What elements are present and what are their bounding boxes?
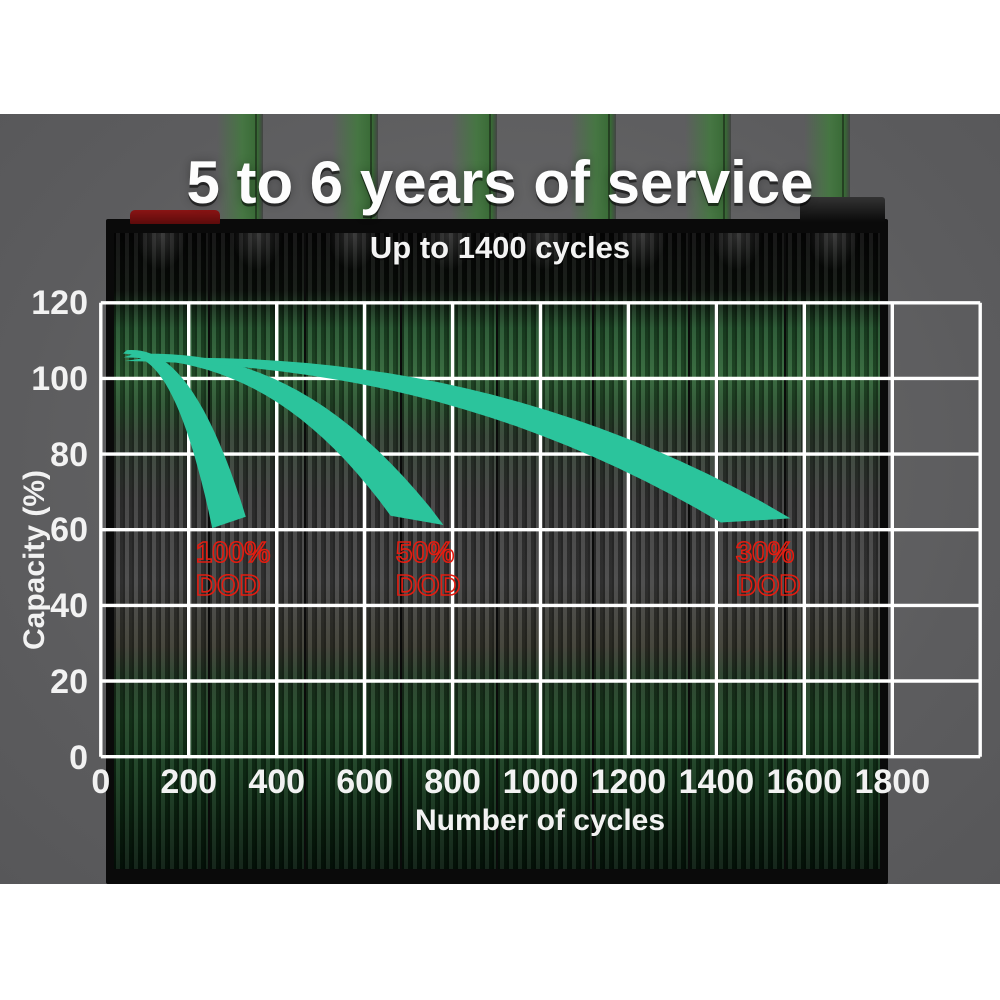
svg-text:400: 400: [248, 763, 305, 801]
svg-text:1400: 1400: [679, 763, 755, 801]
svg-text:100: 100: [31, 360, 88, 398]
svg-text:1000: 1000: [503, 763, 579, 801]
svg-text:60: 60: [50, 511, 88, 549]
svg-text:0: 0: [69, 739, 88, 777]
svg-text:800: 800: [424, 763, 481, 801]
svg-text:DOD: DOD: [736, 570, 800, 602]
svg-text:1800: 1800: [854, 763, 930, 801]
svg-text:80: 80: [50, 436, 88, 474]
svg-text:100%: 100%: [196, 537, 270, 569]
svg-text:1600: 1600: [766, 763, 842, 801]
svg-text:120: 120: [31, 284, 88, 322]
svg-text:DOD: DOD: [196, 570, 260, 602]
svg-text:0: 0: [91, 763, 110, 801]
svg-text:50%: 50%: [396, 537, 454, 569]
svg-text:20: 20: [50, 663, 88, 701]
svg-text:200: 200: [160, 763, 217, 801]
svg-text:600: 600: [336, 763, 393, 801]
svg-text:DOD: DOD: [396, 570, 460, 602]
svg-text:40: 40: [50, 587, 88, 625]
svg-text:Number of cycles: Number of cycles: [415, 804, 665, 837]
svg-text:1200: 1200: [591, 763, 667, 801]
svg-text:Capacity (%): Capacity (%): [18, 470, 51, 650]
svg-text:30%: 30%: [736, 537, 794, 569]
